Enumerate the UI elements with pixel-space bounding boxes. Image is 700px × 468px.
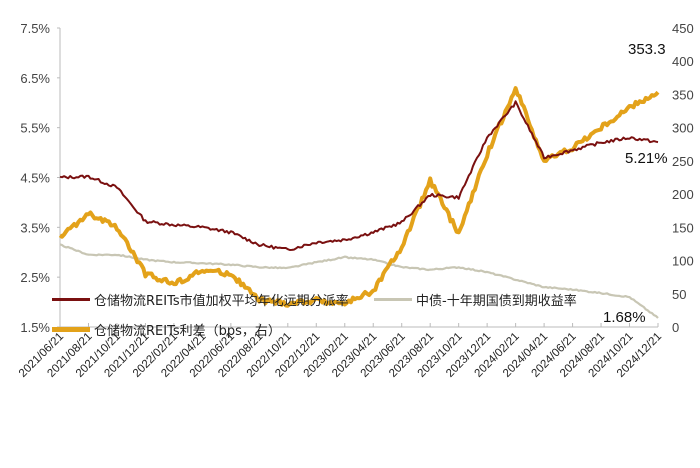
right-axis-tick: 450 — [672, 21, 694, 36]
left-axis-tick: 4.5% — [20, 171, 50, 186]
legend-label-spread: 仓储物流REITs利差（bps，右） — [94, 324, 281, 339]
legend-label-treasury-yield: 中债-十年期国债到期收益率 — [416, 294, 577, 309]
right-axis-tick: 350 — [672, 87, 694, 102]
right-axis-tick: 150 — [672, 220, 694, 235]
right-axis-tick: 400 — [672, 54, 694, 69]
left-axis-tick: 7.5% — [20, 21, 50, 36]
right-axis-tick: 0 — [672, 320, 679, 335]
series-line-1 — [59, 243, 659, 319]
legend-item-distribution-rate: 仓储物流REITs市值加权平均年化远期分派率 — [52, 290, 349, 309]
series-line-0 — [59, 100, 659, 251]
right-axis-tick: 50 — [672, 287, 686, 302]
left-axis-tick: 3.5% — [20, 220, 50, 235]
left-axis-tick: 2.5% — [20, 270, 50, 285]
left-axis-tick: 1.5% — [20, 320, 50, 335]
annotation-distribution-latest: 5.21% — [625, 150, 668, 167]
series-line-2 — [58, 86, 660, 308]
right-axis-tick: 100 — [672, 254, 694, 269]
legend-label-distribution-rate: 仓储物流REITs市值加权平均年化远期分派率 — [94, 294, 349, 309]
annotations: 353.3 5.21% 1.68% — [603, 41, 668, 326]
legend-item-spread: 仓储物流REITs利差（bps，右） — [52, 320, 281, 339]
series-lines — [58, 86, 660, 319]
left-axis-tick: 5.5% — [20, 121, 50, 136]
right-axis-tick: 300 — [672, 121, 694, 136]
legend-swatch-distribution-rate — [52, 298, 90, 301]
annotation-spread-latest: 353.3 — [628, 41, 666, 58]
left-axis-tick: 6.5% — [20, 71, 50, 86]
right-axis-tick: 250 — [672, 154, 694, 169]
legend-item-treasury-yield: 中债-十年期国债到期收益率 — [374, 290, 577, 309]
right-axis-tick: 200 — [672, 187, 694, 202]
annotation-treasury-latest: 1.68% — [603, 309, 646, 326]
legend-swatch-treasury-yield — [374, 298, 412, 301]
legend-swatch-spread — [52, 327, 90, 332]
